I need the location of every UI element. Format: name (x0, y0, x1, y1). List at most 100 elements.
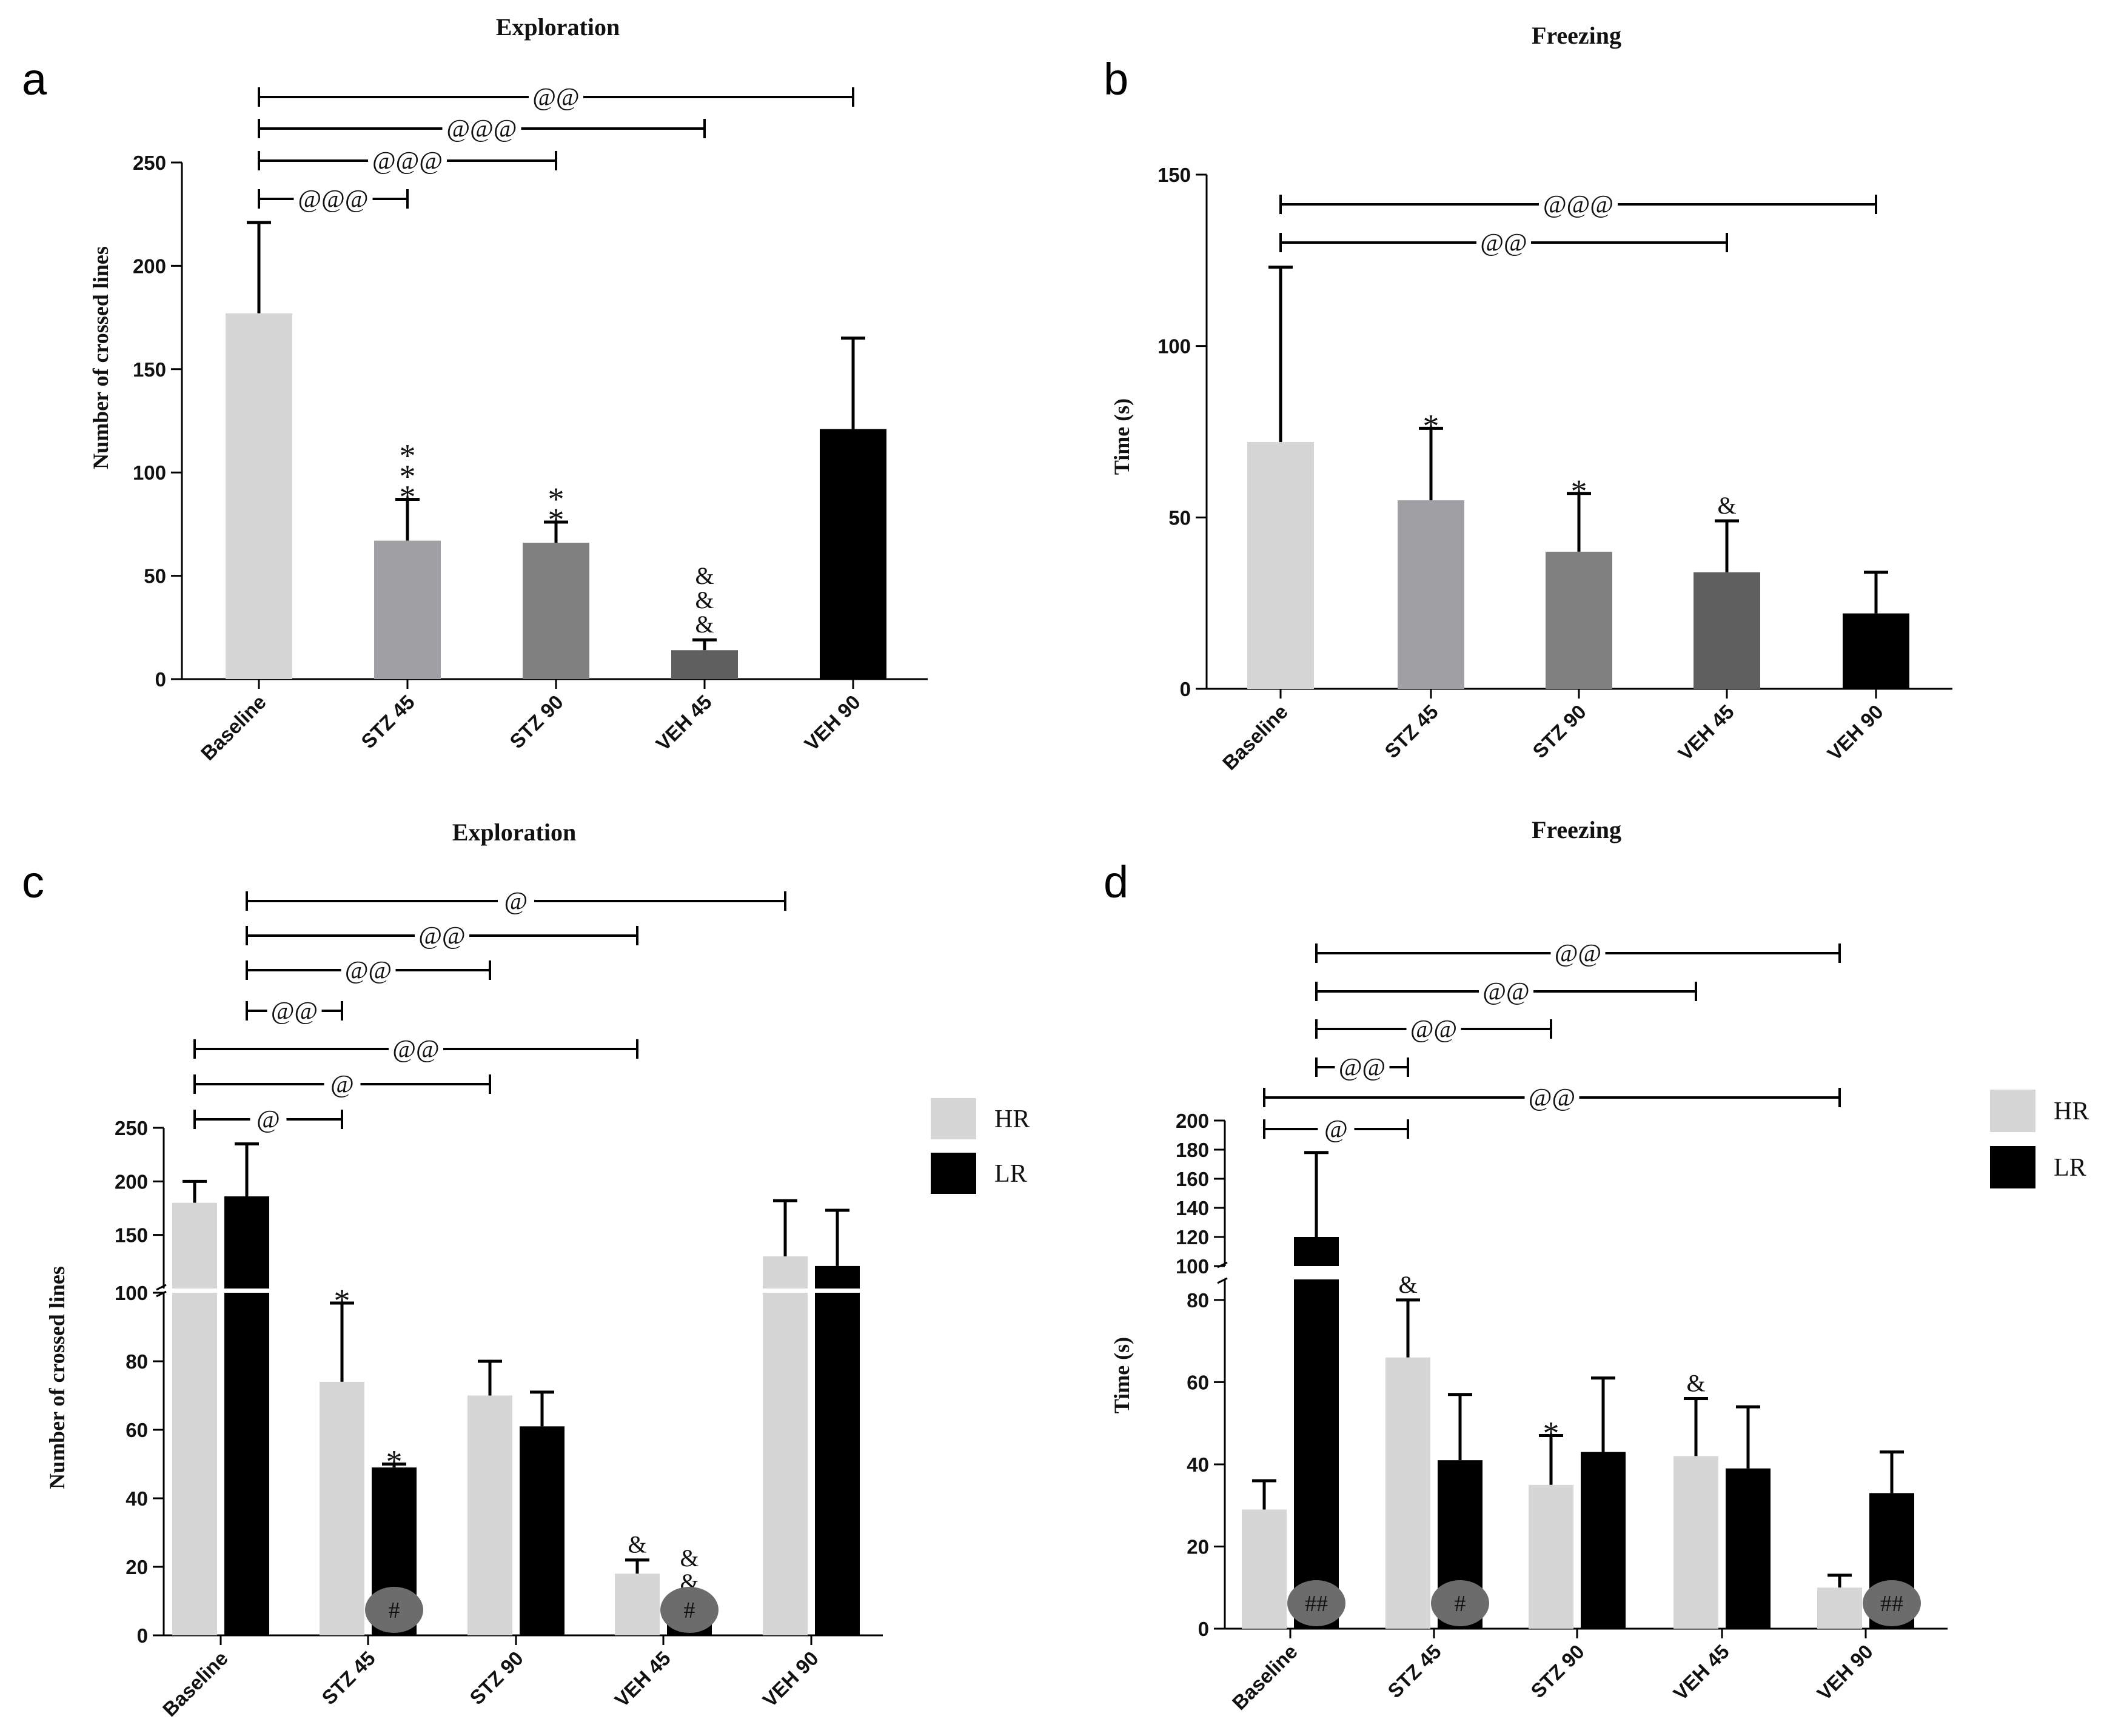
significance-mark: & (695, 611, 714, 638)
x-tick-label: VEH 45 (610, 1647, 675, 1712)
y-tick-label: 140 (1176, 1197, 1209, 1219)
hash-label: # (1455, 1591, 1466, 1617)
bar-hr (1817, 1587, 1862, 1629)
x-tick-label: VEH 90 (1823, 700, 1888, 765)
bar-lr-upper (815, 1265, 860, 1289)
bar-value (1546, 551, 1612, 689)
y-tick-label: 150 (133, 358, 166, 381)
bracket-label: @ (256, 1106, 280, 1134)
y-tick-label: 100 (115, 1282, 148, 1304)
bracket-label: @@ (418, 922, 465, 950)
panel-d: d Freezing Time (s) 0 20 40 60 80 100 120 140 160 18… (1104, 816, 2089, 1714)
panel-label: a (22, 54, 47, 104)
hash-label: ## (1305, 1591, 1328, 1617)
panel-c: c Exploration Number of crossed lines 0 20 40… (22, 819, 1030, 1721)
panel-label: c (22, 857, 44, 907)
panel-a: a Exploration Number of crossed lines 0 50 10… (22, 13, 928, 765)
y-tick-label: 80 (126, 1350, 148, 1373)
bar-lr (1726, 1468, 1771, 1629)
x-tick-label: STZ 90 (1528, 700, 1590, 763)
y-tick-label: 200 (115, 1170, 148, 1193)
legend-swatch-hr (1990, 1090, 2035, 1132)
bar-hr (615, 1573, 660, 1635)
y-tick-label: 100 (1158, 335, 1191, 358)
bar-value (820, 429, 886, 679)
bracket-label: @@ (392, 1036, 439, 1064)
bracket-label: @@@ (1543, 191, 1613, 219)
bracket-label: @@@ (298, 186, 368, 213)
bracket-label: @@ (532, 84, 579, 112)
y-tick-label: 20 (1187, 1535, 1209, 1558)
bracket-label: @ (504, 888, 528, 916)
panel-label: b (1104, 54, 1128, 104)
bracket-label: @@ (1483, 978, 1529, 1006)
x-tick-label: Baseline (158, 1647, 232, 1721)
bar-hr (1673, 1456, 1718, 1629)
hash-badge (660, 1587, 719, 1633)
axis-break-mark (156, 1290, 167, 1298)
chart-title: Freezing (1532, 22, 1621, 49)
bar-hr (1385, 1357, 1430, 1629)
bar-hr-lower (763, 1293, 808, 1635)
x-tick-label: VEH 90 (1812, 1640, 1877, 1705)
y-tick-label: 150 (1158, 164, 1191, 186)
y-tick-label: 100 (133, 461, 166, 484)
x-tick-label: Baseline (196, 691, 270, 765)
y-tick-label: 40 (1187, 1453, 1209, 1476)
significance-mark: * (400, 458, 416, 495)
axis-break-mark (156, 1284, 167, 1291)
bracket-label: @ (330, 1071, 354, 1099)
legend-swatch-lr (931, 1153, 976, 1194)
bar-hr-upper (763, 1256, 808, 1289)
hash-badge (1287, 1580, 1345, 1626)
x-tick-label: STZ 45 (317, 1647, 380, 1709)
bar-hr-lower (172, 1293, 217, 1635)
bar-lr-upper (1294, 1237, 1339, 1266)
y-tick-label: 50 (1168, 506, 1191, 529)
significance-mark: & (1398, 1271, 1417, 1298)
x-tick-label: STZ 90 (1526, 1640, 1589, 1703)
bracket-label: @@ (1480, 229, 1527, 257)
bracket-label: @@ (345, 957, 392, 985)
bar-lr (1581, 1452, 1626, 1629)
x-tick-label: STZ 45 (357, 691, 419, 753)
y-tick-label: 0 (1198, 1618, 1209, 1640)
y-tick-label: 150 (115, 1224, 148, 1247)
y-axis-label: Number of crossed lines (89, 246, 113, 469)
bar-value (671, 650, 738, 679)
y-tick-label: 80 (1187, 1289, 1209, 1312)
x-tick-label: STZ 90 (465, 1647, 528, 1709)
hash-badge (365, 1587, 423, 1633)
y-tick-label: 0 (155, 668, 166, 691)
x-tick-label: STZ 45 (1380, 700, 1442, 763)
y-tick-label: 0 (1180, 678, 1191, 700)
chart-title: Exploration (452, 819, 576, 846)
hash-badge (1863, 1580, 1921, 1626)
bracket-label: @@ (271, 997, 318, 1025)
significance-mark: * (1543, 1415, 1560, 1452)
bar-value (1247, 441, 1314, 689)
bracket-label: @@ (1410, 1016, 1457, 1044)
y-tick-label: 50 (144, 565, 166, 588)
bar-value (1843, 613, 1909, 689)
x-tick-label: Baseline (1228, 1640, 1302, 1714)
y-axis-label: Time (s) (1110, 1337, 1134, 1413)
bar-value (1398, 500, 1464, 689)
legend-label: LR (2054, 1154, 2086, 1182)
y-axis-label: Number of crossed lines (45, 1266, 69, 1489)
bracket-label: @@ (1339, 1054, 1385, 1082)
legend-label: HR (994, 1105, 1030, 1133)
significance-mark: & (1717, 492, 1736, 519)
bar-hr (1242, 1509, 1287, 1629)
bracket-label: @ (1324, 1116, 1348, 1144)
y-tick-label: 200 (1176, 1110, 1209, 1132)
significance-mark: * (334, 1282, 350, 1319)
bar-hr (467, 1395, 512, 1635)
axis-break-mark (1217, 1261, 1228, 1268)
bar-value (523, 543, 589, 679)
bar-lr-lower (815, 1293, 860, 1635)
bracket-label: @@@ (446, 115, 517, 143)
x-tick-label: VEH 45 (651, 691, 716, 756)
significance-mark: * (400, 479, 416, 515)
